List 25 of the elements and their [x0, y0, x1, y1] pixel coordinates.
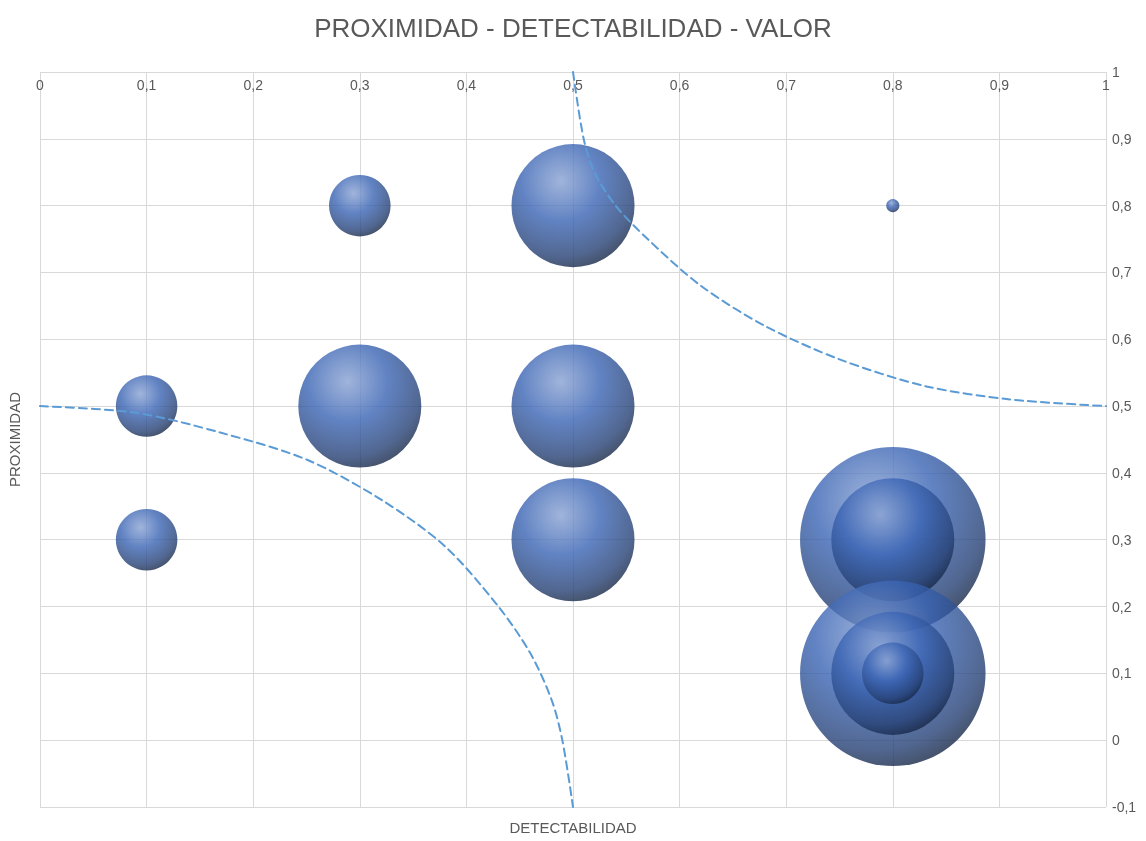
x-tick-label: 0,2 [243, 77, 264, 93]
x-tick-label: 0,9 [989, 77, 1010, 93]
x-tick-label: 0,8 [883, 77, 903, 93]
y-tick-label: 0,9 [1112, 130, 1132, 147]
chart-title: PROXIMIDAD - DETECTABILIDAD - VALOR [314, 13, 832, 43]
y-tick-label: 0,2 [1112, 598, 1132, 615]
y-tick-label: 0,8 [1112, 197, 1132, 214]
y-tick-label: 0,3 [1112, 531, 1132, 548]
x-tick-label: 0,4 [456, 77, 477, 93]
y-tick-label: -0,1 [1112, 799, 1137, 815]
x-axis-title: DETECTABILIDAD [509, 819, 637, 836]
y-tick-label: 0,1 [1112, 665, 1132, 682]
y-axis-title: PROXIMIDAD [5, 391, 23, 488]
x-tick-label: 0,7 [776, 77, 797, 93]
x-tick-label: 0,5 [563, 77, 583, 93]
x-tick-label: 0 [36, 77, 45, 93]
y-tick-label: 0,4 [1112, 464, 1132, 481]
y-tick-label: 0,5 [1112, 398, 1132, 415]
x-tick-label: 0,3 [350, 77, 370, 93]
x-tick-label: 0,1 [136, 77, 157, 93]
y-tick-label: 0,7 [1112, 264, 1132, 281]
y-tick-label: 0 [1112, 732, 1120, 749]
x-tick-label: 0,6 [669, 77, 690, 93]
y-tick-label: 0,6 [1112, 331, 1132, 348]
y-tick-label: 1 [1112, 64, 1120, 80]
